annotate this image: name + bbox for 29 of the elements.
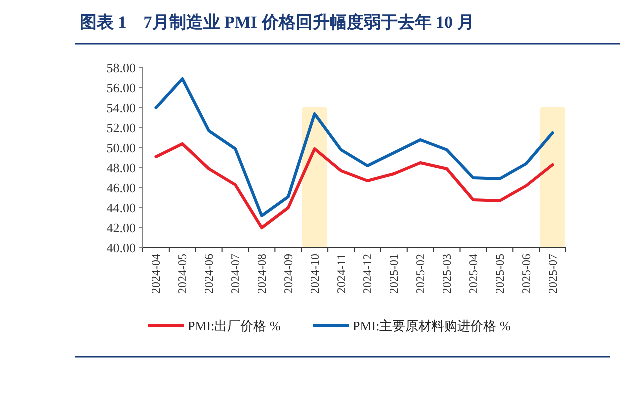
y-tick-label: 56.00 [106,80,136,96]
x-tick-label: 2024-05 [176,254,190,294]
x-tick-label: 2025-04 [466,254,480,294]
y-tick-label: 44.00 [106,200,136,216]
x-tick-label: 2024-12 [360,254,375,294]
x-tick-label: 2024-06 [202,254,216,294]
legend-label: PMI:出厂价格 % [188,318,281,334]
y-tick-label: 40.00 [106,240,136,256]
x-tick-label: 2024-07 [228,254,243,294]
x-tick-label: 2024-04 [149,254,164,294]
x-tick-label: 2024-11 [334,254,348,294]
x-tick-label: 2025-03 [440,254,454,294]
chart-title: 图表 1 7月制造业 PMI 价格回升幅度弱于去年 10 月 [80,13,474,32]
y-tick-label: 52.00 [106,120,136,136]
x-tick-label: 2025-02 [414,254,428,294]
x-tick-label: 2025-01 [387,254,402,294]
y-tick-label: 54.00 [106,100,136,116]
legend-label: PMI:主要原材料购进价格 % [353,318,511,334]
x-tick-label: 2024-08 [254,254,269,294]
y-tick-label: 48.00 [106,160,136,176]
y-tick-label: 50.00 [106,140,136,156]
x-tick-label: 2025-05 [492,254,507,294]
x-tick-label: 2025-07 [546,254,560,294]
x-tick-label: 2024-10 [308,254,322,294]
y-tick-label: 58.00 [106,60,136,76]
x-tick-label: 2025-06 [519,254,534,294]
y-tick-label: 42.00 [106,220,136,236]
x-tick-label: 2024-09 [281,254,296,294]
y-tick-label: 46.00 [106,180,136,196]
